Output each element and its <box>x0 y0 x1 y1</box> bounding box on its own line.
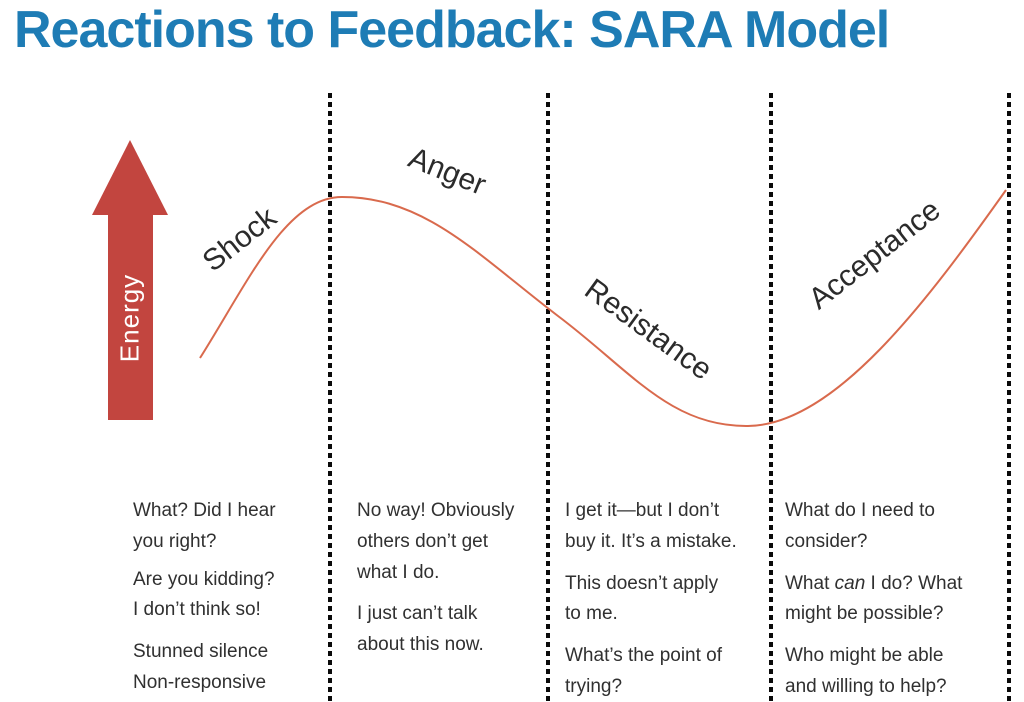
energy-arrow-shaft: Energy <box>107 215 153 420</box>
quotes-anger: No way! Obviously others don’t get what … <box>357 496 552 672</box>
quote-text: What can I do? What might be possible? <box>785 569 980 631</box>
phase-label-anger: Anger <box>403 141 491 202</box>
quote-text: Stunned silence Non-responsive <box>133 641 269 693</box>
energy-axis-label: Energy <box>114 273 145 362</box>
phase-label-resistance: Resistance <box>578 272 719 387</box>
quotes-acceptance: What do I need to consider? What can I d… <box>785 496 980 702</box>
quote-text: I just can’t talk about this now. <box>357 603 484 656</box>
quote-text: This doesn’t apply to me. <box>565 572 719 625</box>
quotes-shock: What? Did I hear you right? Are you kidd… <box>133 496 313 702</box>
page-title: Reactions to Feedback: SARA Model <box>14 1 890 59</box>
quote-text: What do I need to consider? <box>785 500 935 552</box>
quote-text: No way! Obviously others don’t get what … <box>357 500 515 583</box>
quote-text: Are you kidding? I don’t think so! <box>133 568 275 621</box>
phase-label-acceptance: Acceptance <box>802 193 947 316</box>
phase-label-shock: Shock <box>196 200 283 279</box>
quote-text: What’s the point of trying? <box>565 645 723 697</box>
quote-text: Who might be able and willing to help? <box>785 645 947 697</box>
quotes-resistance: I get it—but I don’t buy it. It’s a mist… <box>565 496 770 702</box>
energy-arrow-head-icon <box>92 140 168 215</box>
energy-arrow: Energy <box>92 140 168 420</box>
quote-text-part: What <box>785 572 835 594</box>
quote-text: What? Did I hear you right? <box>133 500 276 552</box>
quote-text: I get it—but I don’t buy it. It’s a mist… <box>565 500 737 552</box>
quote-text-emphasis: can <box>834 572 866 594</box>
quote-text-part: I do? What might be possible? <box>785 572 963 625</box>
divider-shock-anger <box>328 93 332 702</box>
divider-right-edge <box>1007 93 1011 702</box>
